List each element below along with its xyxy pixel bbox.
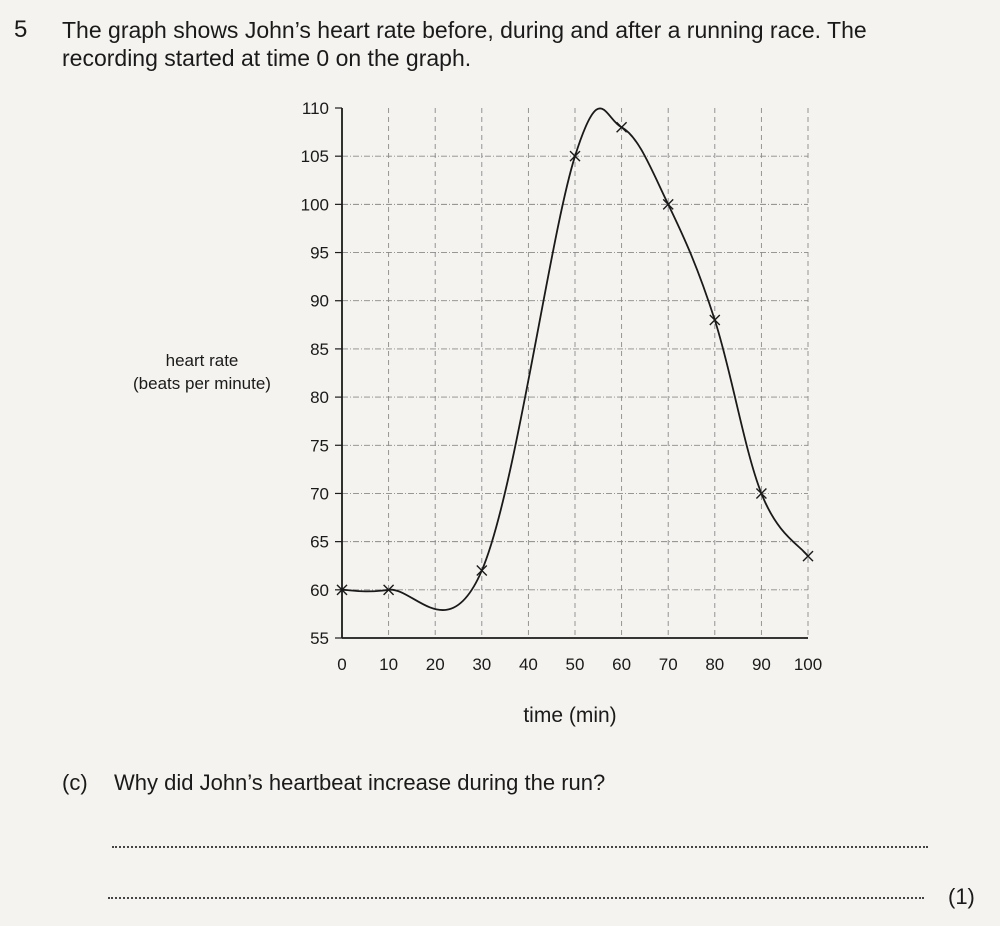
- data-point-60: [616, 121, 628, 133]
- answer-line-1[interactable]: [112, 846, 928, 848]
- part-c-text: Why did John’s heartbeat increase during…: [114, 770, 606, 795]
- x-tick-label-20: 20: [426, 655, 445, 674]
- marker-stroke-b: [476, 565, 488, 577]
- part-c-label: (c): [62, 770, 88, 795]
- x-axis-label: time (min): [523, 704, 616, 727]
- heart-rate-curve: [341, 107, 809, 611]
- x-tick-label-70: 70: [659, 655, 678, 674]
- heart-rate-chart: 55 60 65 70 75 80 85 90 95 100 105 110 0 10 20 30 40 50 6…: [133, 99, 822, 727]
- y-tick-label-90: 90: [310, 292, 329, 311]
- y-tick-label-85: 85: [310, 340, 329, 359]
- x-tick-labels: 0 10 20 30 40 50 60 70 80 90 100: [337, 655, 822, 674]
- marker-stroke-b: [569, 150, 581, 162]
- y-tick-label-105: 105: [301, 147, 329, 166]
- data-point-50: [569, 150, 581, 162]
- y-tick-labels: 55 60 65 70 75 80 85 90 95 100 105 110: [301, 99, 329, 648]
- marker-stroke-b: [383, 584, 395, 596]
- y-tick-label-75: 75: [310, 436, 329, 455]
- intro-line-2: recording started at time 0 on the graph…: [62, 45, 472, 71]
- part-c-question: (c) Why did John’s heartbeat increase dur…: [62, 770, 605, 796]
- intro-line-1: The graph shows John’s heart rate before…: [62, 17, 867, 43]
- marker-stroke-b: [802, 550, 814, 562]
- data-point-10: [383, 584, 395, 596]
- x-tick-label-10: 10: [379, 655, 398, 674]
- y-tick-label-110: 110: [302, 99, 329, 118]
- chart-axes: [335, 107, 808, 639]
- data-point-0: [336, 584, 348, 596]
- x-tick-label-30: 30: [472, 655, 491, 674]
- data-point-70: [662, 198, 674, 210]
- chart-grid: [342, 108, 809, 638]
- data-point-100: [802, 550, 814, 562]
- marker-stroke-b: [336, 584, 348, 596]
- y-tick-label-100: 100: [301, 195, 329, 214]
- x-tick-label-0: 0: [337, 655, 346, 674]
- y-tick-label-70: 70: [310, 484, 329, 503]
- x-tick-label-80: 80: [705, 655, 724, 674]
- data-point-80: [709, 314, 721, 326]
- x-tick-label-40: 40: [519, 655, 538, 674]
- y-tick-label-55: 55: [310, 629, 329, 648]
- marker-stroke-b: [755, 487, 767, 499]
- y-axis-label-line-2: (beats per minute): [133, 374, 271, 393]
- y-tick-label-65: 65: [310, 533, 329, 552]
- marker-stroke-b: [709, 314, 721, 326]
- x-tick-label-100: 100: [794, 655, 822, 674]
- x-tick-label-50: 50: [566, 655, 585, 674]
- x-tick-label-60: 60: [612, 655, 631, 674]
- data-point-90: [755, 487, 767, 499]
- y-axis-label-line-1: heart rate: [166, 351, 239, 370]
- data-point-markers: [336, 121, 814, 596]
- answer-line-2[interactable]: [108, 897, 924, 899]
- marker-stroke-b: [662, 198, 674, 210]
- marks-allocation: (1): [948, 884, 975, 909]
- question-number: 5: [14, 16, 28, 43]
- marker-stroke-b: [616, 121, 628, 133]
- question-intro: The graph shows John’s heart rate before…: [62, 16, 962, 72]
- x-tick-label-90: 90: [752, 655, 771, 674]
- y-tick-label-80: 80: [310, 388, 329, 407]
- data-point-30: [476, 565, 488, 577]
- y-tick-label-95: 95: [310, 244, 329, 263]
- y-tick-label-60: 60: [310, 581, 329, 600]
